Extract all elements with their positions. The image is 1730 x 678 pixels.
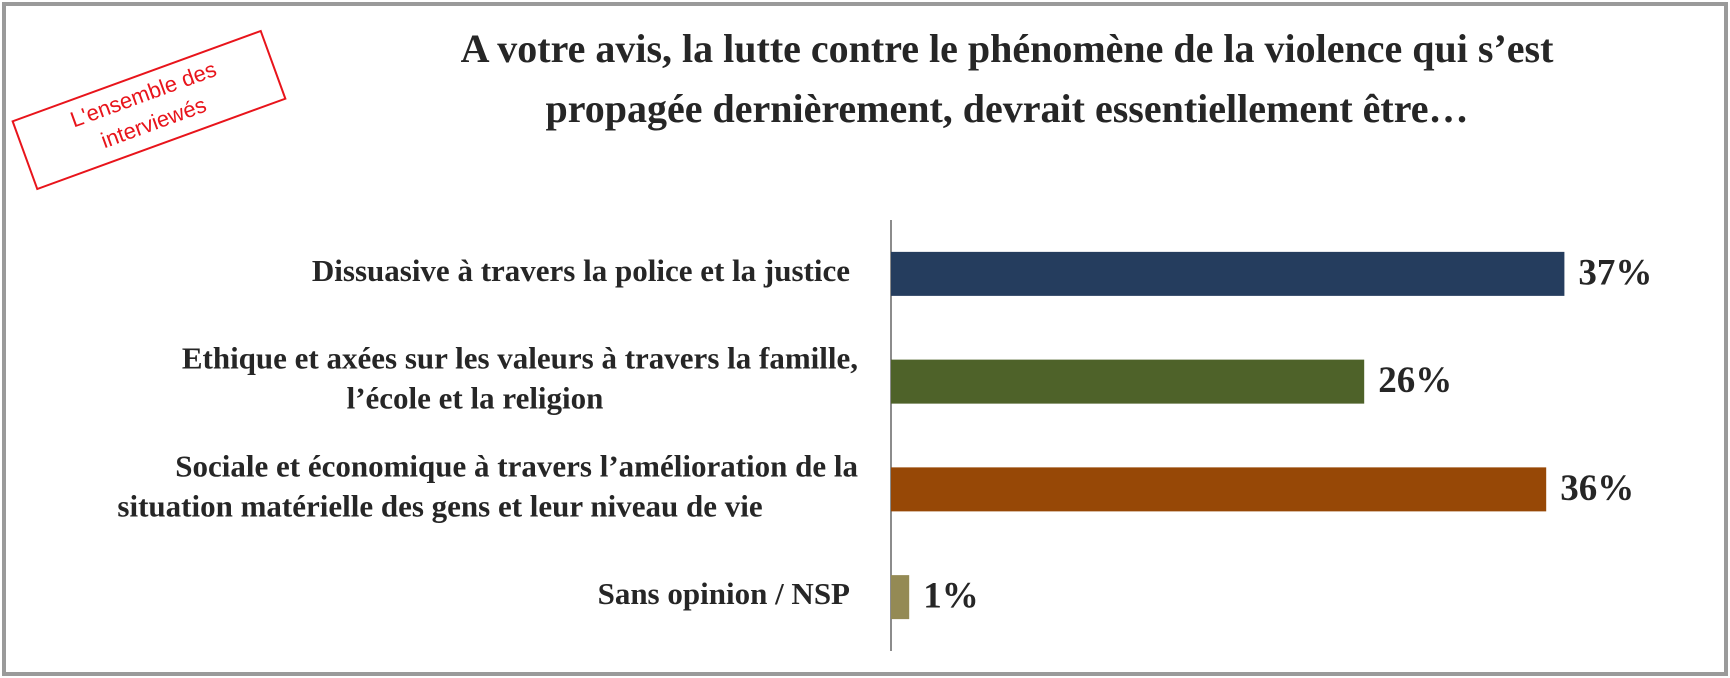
value-label: 37% bbox=[1578, 252, 1652, 293]
category-label: situation matérielle des gens et leur ni… bbox=[117, 488, 762, 523]
category-label: Ethique et axées sur les valeurs à trave… bbox=[182, 341, 858, 376]
chart-title: propagée dernièrement, devrait essentiel… bbox=[545, 86, 1468, 131]
bar bbox=[891, 575, 910, 620]
category-label: Sans opinion / NSP bbox=[598, 576, 850, 611]
category-label: Dissuasive à travers la police et la jus… bbox=[312, 253, 850, 288]
category-label: l’école et la religion bbox=[347, 381, 604, 416]
bar bbox=[891, 467, 1547, 512]
bar bbox=[891, 251, 1565, 296]
category-label: Sociale et économique à travers l’amélio… bbox=[175, 448, 858, 483]
value-label: 1% bbox=[923, 576, 979, 617]
stamp-box bbox=[11, 29, 287, 191]
value-label: 36% bbox=[1560, 468, 1634, 509]
chart-title: A votre avis, la lutte contre le phénomè… bbox=[461, 26, 1555, 71]
bar bbox=[891, 359, 1365, 404]
value-label: 26% bbox=[1378, 360, 1452, 401]
